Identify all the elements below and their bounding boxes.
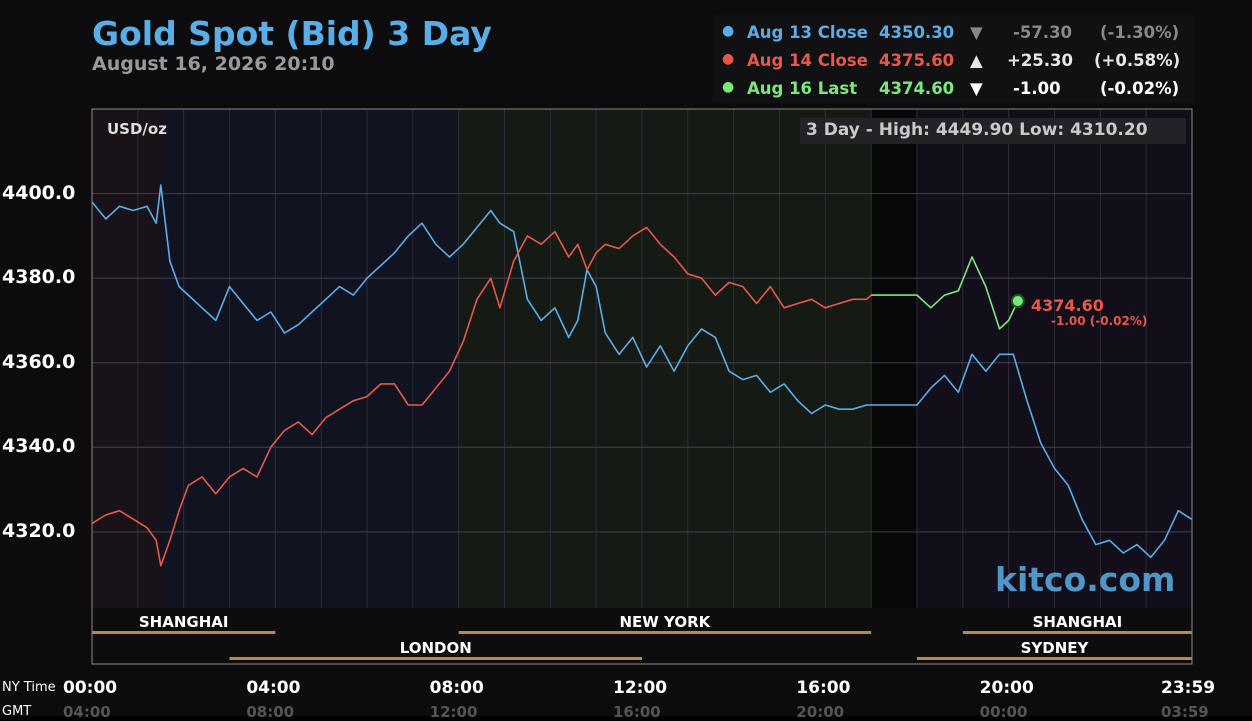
last-price-label: 4374.60 <box>1031 296 1104 315</box>
x-tick-label: 08:00 <box>429 678 484 698</box>
legend-row-aug16: ● Aug 16 Last 4374.60 ▼ -1.00 (-0.02%) <box>713 79 1193 103</box>
gmt-tick-label: 12:00 <box>429 703 478 721</box>
session-bar <box>458 631 872 634</box>
x-tick-label: 23:59 <box>1161 678 1216 698</box>
session-shade <box>871 109 917 608</box>
legend-dot-aug14: ● <box>722 51 735 67</box>
series-line-aug-16-last <box>871 256 1019 330</box>
x-tick-label: 20:00 <box>979 678 1034 698</box>
gridlines <box>92 109 1192 608</box>
legend-label: Aug 14 Close <box>747 51 868 70</box>
legend-row-aug14: ● Aug 14 Close 4375.60 ▲ +25.30 (+0.58%) <box>713 51 1193 75</box>
x-tick-label: 12:00 <box>613 678 668 698</box>
legend-value: 4374.60 <box>879 79 955 98</box>
gmt-tick-label: 20:00 <box>796 703 845 721</box>
legend-arrow: ▲ <box>970 51 983 70</box>
session-label-new-york: NEW YORK <box>619 613 711 631</box>
legend-change: -57.30 <box>1013 23 1073 42</box>
session-shade <box>458 109 872 608</box>
session-bar <box>962 631 1192 634</box>
series-line-aug-13-close <box>91 184 1192 559</box>
legend: ● Aug 13 Close 4350.30 ▼ -57.30 (-1.30%)… <box>713 15 1193 103</box>
session-label-london: LONDON <box>399 639 472 657</box>
session-bar <box>92 631 276 634</box>
x-tick-label: 16:00 <box>796 678 851 698</box>
legend-pct: (+0.58%) <box>1094 51 1181 70</box>
session-label-sydney: SYDNEY <box>1020 639 1089 657</box>
price-lines <box>91 184 1192 567</box>
y-tick-label: 4400.0 <box>2 181 76 204</box>
legend-change: -1.00 <box>1013 79 1061 98</box>
legend-label: Aug 16 Last <box>747 79 858 98</box>
gmt-tick-label: 08:00 <box>246 703 295 721</box>
x-tick-label: 00:00 <box>63 678 118 698</box>
legend-arrow: ▼ <box>970 79 983 98</box>
unit-label: USD/oz <box>107 120 167 138</box>
session-bar <box>229 657 642 660</box>
session-bar <box>917 657 1192 660</box>
legend-pct: (-1.30%) <box>1100 23 1180 42</box>
legend-value: 4375.60 <box>879 51 955 70</box>
y-tick-label: 4320.0 <box>2 519 76 542</box>
session-label-shanghai: SHANGHAI <box>138 613 229 631</box>
legend-value: 4350.30 <box>879 23 955 42</box>
y-tick-label: 4340.0 <box>2 435 76 458</box>
y-tick-label: 4360.0 <box>2 350 76 373</box>
legend-dot-aug16: ● <box>722 79 735 95</box>
session-strip <box>92 608 1192 664</box>
ny-time-label: NY Time <box>2 680 56 695</box>
legend-label: Aug 13 Close <box>747 23 868 42</box>
legend-row-aug13: ● Aug 13 Close 4350.30 ▼ -57.30 (-1.30%) <box>713 23 1193 47</box>
gmt-tick-label: 00:00 <box>979 703 1028 721</box>
session-shade <box>160 109 459 608</box>
last-price-dot <box>1010 293 1025 308</box>
session-label-shanghai: SHANGHAI <box>1032 613 1123 631</box>
chart-title: Gold Spot (Bid) 3 Day <box>92 14 492 53</box>
x-tick-label: 04:00 <box>246 678 301 698</box>
gmt-tick-label: 04:00 <box>63 703 111 721</box>
last-change-label: -1.00 (-0.02%) <box>1051 314 1148 328</box>
legend-pct: (-0.02%) <box>1100 79 1180 98</box>
plot-border <box>91 108 1193 665</box>
session-shade <box>92 109 161 608</box>
y-tick-label: 4380.0 <box>2 266 76 289</box>
high-low-box: 3 Day - High: 4449.90 Low: 4310.20 <box>800 118 1186 144</box>
watermark-logo: kitco.com <box>995 560 1176 599</box>
session-bars <box>92 631 1192 660</box>
gmt-label: GMT <box>2 704 32 719</box>
legend-change: +25.30 <box>1007 51 1074 70</box>
series-line-aug-14-close <box>91 226 872 567</box>
gmt-tick-label: 03:59 <box>1161 703 1209 721</box>
legend-dot-aug13: ● <box>722 23 735 39</box>
gmt-tick-label: 16:00 <box>613 703 661 721</box>
chart-date: August 16, 2026 20:10 <box>92 53 335 75</box>
legend-arrow: ▼ <box>970 23 983 42</box>
